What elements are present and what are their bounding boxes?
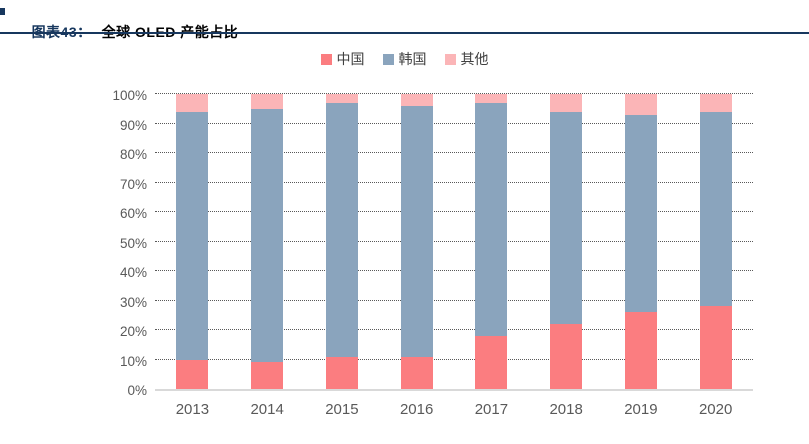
bar-segment-2020-中国	[699, 306, 732, 389]
margin-mark	[0, 8, 5, 15]
bar-segment-2016-韩国	[400, 105, 433, 357]
bar-segment-2017-中国	[475, 335, 508, 389]
bar-2019	[624, 94, 657, 389]
gridline-50%	[155, 240, 753, 242]
bar-2017	[475, 94, 508, 389]
x-tick-2019: 2019	[624, 401, 658, 418]
bar-segment-2016-其他	[400, 94, 433, 106]
gridline-90%	[155, 122, 753, 124]
gridline-30%	[155, 299, 753, 301]
legend-label-china: 中国	[336, 51, 365, 67]
bar-2018	[550, 94, 583, 389]
y-tick-80%: 80%	[119, 147, 147, 162]
legend-swatch-china	[320, 53, 332, 65]
bar-segment-2015-其他	[325, 94, 358, 103]
x-tick-2016: 2016	[399, 401, 434, 418]
gridline-10%	[155, 358, 753, 360]
bar-segment-2014-韩国	[251, 108, 284, 363]
y-tick-40%: 40%	[119, 265, 147, 280]
bar-segment-2018-中国	[550, 324, 583, 389]
bar-segment-2015-韩国	[325, 102, 358, 357]
bar-segment-2020-其他	[699, 94, 732, 112]
x-tick-2020: 2020	[698, 401, 733, 418]
gridline-70%	[155, 181, 753, 183]
bar-segment-2015-中国	[325, 356, 358, 389]
y-tick-50%: 50%	[119, 235, 147, 251]
bar-2015	[325, 94, 358, 389]
gridline-20%	[155, 329, 753, 330]
bar-segment-2018-韩国	[550, 111, 583, 325]
x-tick-2015: 2015	[325, 401, 359, 418]
bar-segment-2019-韩国	[624, 114, 657, 313]
bar-segment-2017-韩国	[475, 102, 508, 336]
bar-segment-2016-中国	[400, 356, 433, 389]
x-axis-labels: 2013 2014 2015 2016 2017 2018 2019 2020	[155, 401, 753, 418]
y-tick-20%: 20%	[119, 324, 147, 339]
y-tick-90%: 90%	[119, 117, 147, 133]
bar-segment-2019-中国	[624, 312, 657, 389]
chart-legend: 中国 韩国 其他	[0, 49, 809, 69]
x-tick-2014: 2014	[250, 401, 284, 418]
bar-segment-2014-其他	[251, 94, 284, 109]
bar-2020	[699, 94, 732, 389]
bar-segment-2020-韩国	[699, 111, 732, 307]
gridline-40%	[155, 270, 753, 271]
bar-segment-2019-其他	[624, 94, 657, 115]
legend-label-other: 其他	[460, 51, 489, 67]
y-tick-70%: 70%	[119, 176, 147, 192]
bar-segment-2013-中国	[176, 359, 209, 389]
bar-2016	[400, 94, 433, 389]
x-tick-2013: 2013	[175, 401, 210, 418]
legend-swatch-korea	[382, 53, 394, 65]
title-divider	[0, 32, 809, 34]
gridline-80%	[155, 152, 753, 153]
legend-label-korea: 韩国	[398, 51, 427, 67]
y-tick-10%: 10%	[119, 353, 147, 369]
legend-swatch-other	[444, 53, 456, 65]
bar-segment-2014-中国	[251, 362, 284, 389]
x-tick-2017: 2017	[474, 401, 509, 418]
bar-segment-2018-其他	[550, 94, 583, 112]
bar-2014	[251, 94, 284, 389]
y-tick-0%: 0%	[127, 383, 147, 398]
bar-segment-2013-韩国	[176, 111, 209, 360]
y-tick-30%: 30%	[119, 294, 147, 310]
legend-item-china: 中国	[320, 49, 365, 69]
y-tick-60%: 60%	[119, 206, 147, 221]
gridline-60%	[155, 211, 753, 212]
legend-item-korea: 韩国	[382, 49, 427, 69]
legend-item-other: 其他	[444, 49, 489, 69]
bar-segment-2013-其他	[176, 94, 209, 112]
bar-segment-2017-其他	[475, 94, 508, 103]
stacked-bar-plot	[155, 93, 753, 391]
gridline-100%	[155, 93, 753, 94]
bar-2013	[176, 94, 209, 389]
y-tick-100%: 100%	[112, 88, 147, 103]
x-tick-2018: 2018	[549, 401, 583, 418]
